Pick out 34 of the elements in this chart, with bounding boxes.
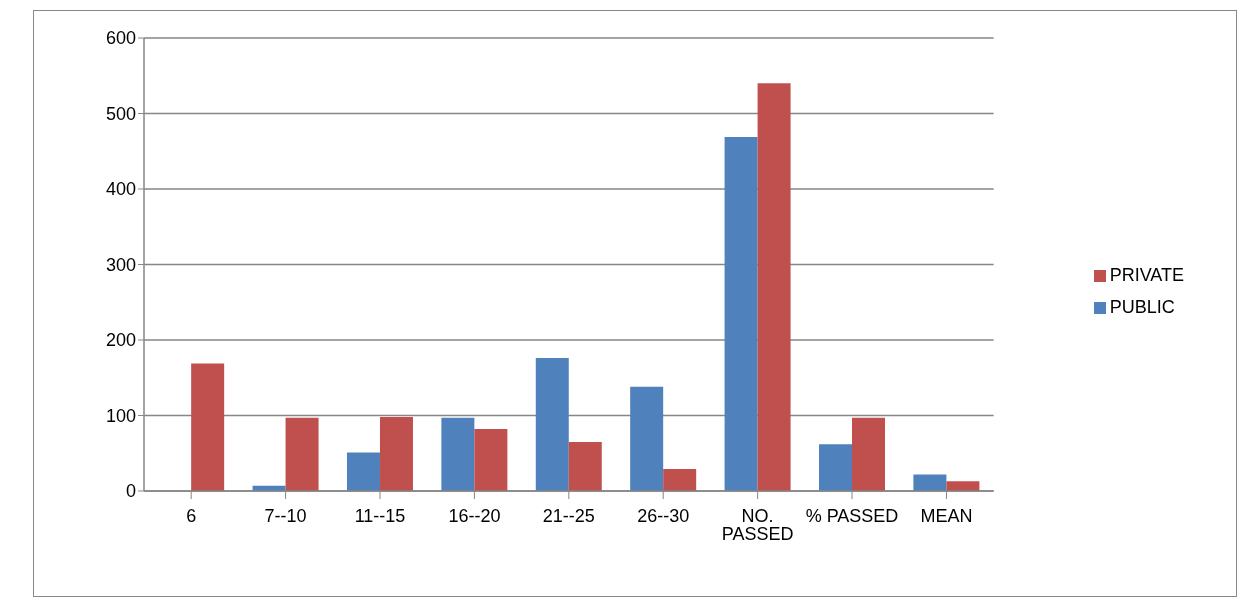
- bar: [191, 363, 225, 491]
- y-tick-label: 100: [105, 405, 136, 426]
- x-tick-label: 26--30: [637, 505, 690, 526]
- x-tick-label: 16--20: [448, 505, 501, 526]
- bar: [285, 417, 319, 491]
- bar: [851, 417, 885, 491]
- legend-label: PUBLIC: [1109, 297, 1175, 317]
- x-tick-label: MEAN: [920, 505, 973, 526]
- bar: [474, 429, 508, 491]
- y-tick-label: 500: [105, 103, 136, 124]
- bar: [379, 417, 413, 491]
- x-tick-label: 6: [186, 505, 197, 526]
- y-tick-label: 200: [105, 330, 136, 351]
- bar: [757, 83, 791, 491]
- x-tick-label: 7--10: [264, 505, 307, 526]
- y-tick-label: 0: [125, 481, 136, 502]
- bar: [441, 417, 475, 491]
- bar: [663, 469, 697, 491]
- bar: [630, 386, 664, 491]
- x-tick-label: 21--25: [542, 505, 595, 526]
- bar: [913, 474, 947, 491]
- bar: [346, 452, 380, 491]
- bar: [535, 358, 569, 491]
- y-tick-label: 400: [105, 179, 136, 200]
- bar: [568, 441, 602, 491]
- y-tick-label: 600: [105, 28, 136, 49]
- y-tick-label: 300: [105, 254, 136, 275]
- bar: [946, 481, 980, 491]
- legend-label: PRIVATE: [1109, 265, 1184, 285]
- x-tick-label: 11--15: [354, 505, 406, 526]
- bar: [724, 136, 758, 491]
- x-tick-label: NO. PASSED: [721, 505, 794, 544]
- x-tick-label: % PASSED: [805, 505, 899, 526]
- bar: [818, 444, 852, 491]
